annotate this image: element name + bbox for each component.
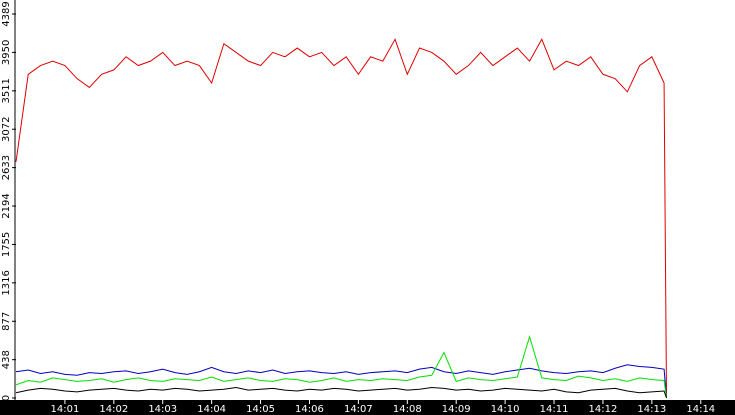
series-line bbox=[15, 335, 668, 399]
y-tick-label: 877 bbox=[1, 312, 12, 331]
x-tick-label: 14:08 bbox=[393, 404, 422, 415]
x-tick-label: 14:10 bbox=[491, 404, 520, 415]
y-tick-label: 438 bbox=[1, 350, 12, 369]
x-tick-label: 14:09 bbox=[442, 404, 471, 415]
y-tick-label: 0 bbox=[1, 395, 12, 401]
x-tick-label: 14:06 bbox=[295, 404, 324, 415]
y-tick-label: 2194 bbox=[1, 193, 12, 218]
x-tick-label: 14:12 bbox=[589, 404, 618, 415]
series-line bbox=[15, 386, 667, 399]
y-tick-label: 1316 bbox=[1, 270, 12, 295]
y-tick-label: 1755 bbox=[1, 232, 12, 257]
x-tick-label: 14:11 bbox=[540, 404, 569, 415]
y-tick-label: 4389 bbox=[1, 1, 12, 26]
x-tick-label: 14:04 bbox=[197, 404, 226, 415]
y-tick-label: 3072 bbox=[1, 116, 12, 141]
y-tick-label: 3511 bbox=[1, 78, 12, 103]
x-tick-label: 14:01 bbox=[50, 404, 79, 415]
x-tick-label: 14:03 bbox=[148, 404, 177, 415]
y-tick-label: 2633 bbox=[1, 155, 12, 180]
x-tick-label: 14:14 bbox=[686, 404, 715, 415]
x-tick-label: 14:13 bbox=[637, 404, 666, 415]
x-tick-label: 14:02 bbox=[99, 404, 128, 415]
x-axis-strip bbox=[0, 400, 735, 415]
series-line bbox=[15, 364, 668, 399]
x-tick-label: 14:07 bbox=[344, 404, 373, 415]
x-tick-label: 14:05 bbox=[246, 404, 275, 415]
y-tick-label: 3950 bbox=[1, 40, 12, 65]
series-line bbox=[15, 38, 668, 399]
